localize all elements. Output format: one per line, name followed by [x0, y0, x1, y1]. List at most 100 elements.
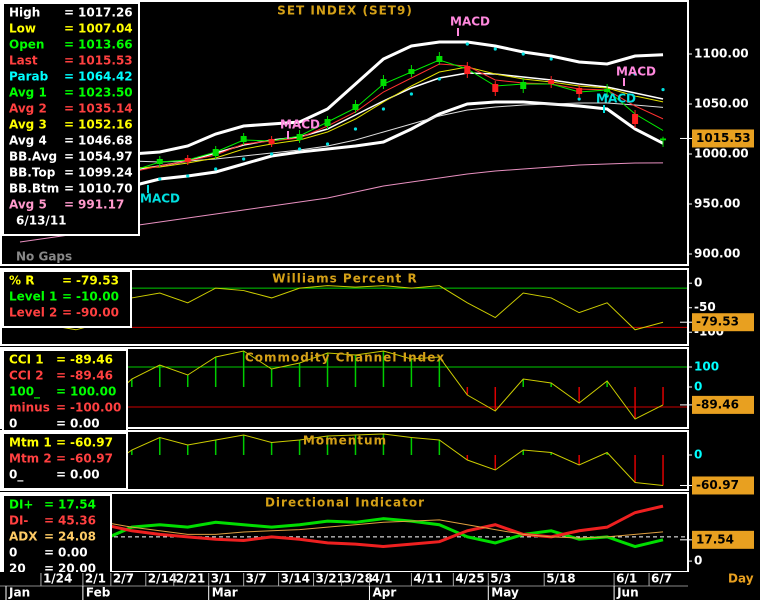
readout-label: BB.Avg [9, 150, 57, 164]
readout-date: 6/13/11 [16, 214, 67, 228]
readout-value: -60.97 [70, 436, 113, 450]
x-tick-label: 3/1 [211, 572, 232, 586]
readout-value: 1064.42 [78, 70, 133, 84]
parabolic-dot [381, 107, 386, 111]
month-label: Apr [372, 586, 396, 600]
month-label: Jan [8, 586, 30, 600]
readout-label: % R [9, 274, 34, 288]
readout-sep: = [62, 274, 72, 288]
y-tick-label: 0 [694, 554, 702, 568]
y-tick-label: -50 [694, 300, 716, 314]
readout-value: 1015.53 [78, 54, 133, 68]
readout-sep: = [64, 54, 74, 68]
readout-label: Avg 3 [9, 118, 47, 132]
readout-label: Avg 4 [9, 134, 47, 148]
x-tick-label: 2/21 [176, 572, 205, 586]
readout-value: 45.36 [58, 514, 96, 528]
x-tick-label: 3/7 [246, 572, 267, 586]
candle-body [296, 134, 303, 140]
readout-sep: = [64, 86, 74, 100]
readout-sep: = [64, 102, 74, 116]
readout-sep: = [64, 118, 74, 132]
readout-value: -100.00 [70, 401, 121, 415]
annotation: MACD [450, 15, 490, 29]
readout-label: CCI 2 [9, 369, 44, 383]
x-tick-label: 5/3 [490, 572, 511, 586]
readout-sep: = [64, 6, 74, 20]
x-tick-label: 1/24 [43, 572, 72, 586]
x-tick-label: 4/25 [455, 572, 484, 586]
readout-label: BB.Btm [9, 182, 59, 196]
readout-label: 0 [9, 417, 17, 431]
last-value: 1015.53 [696, 131, 751, 145]
annotation: MACD [616, 65, 656, 79]
annotation: MACD [140, 192, 180, 206]
y-tick-label: 1100.00 [694, 47, 749, 61]
readout-sep: = [56, 417, 66, 431]
last-value: -89.46 [696, 397, 739, 411]
readout-value: -60.97 [70, 452, 113, 466]
parabolic-dot [465, 42, 469, 46]
readout-sep: = [56, 452, 66, 466]
readout-label: Level 2 [9, 306, 57, 320]
readout-label: Mtm 2 [9, 452, 52, 466]
readout-value: 17.54 [58, 498, 96, 512]
candle-body [240, 136, 247, 142]
readout-sep: = [56, 369, 66, 383]
x-tick-label: 6/7 [651, 572, 672, 586]
readout-label: Last [9, 54, 38, 68]
y-tick-label: 0 [694, 276, 702, 290]
last-value: -79.53 [696, 315, 739, 329]
parabolic-dot [409, 92, 414, 96]
readout-sep: = [56, 385, 66, 399]
readout-label: Parab [9, 70, 49, 84]
readout-sep: = [44, 498, 54, 512]
parabolic-dot [521, 52, 525, 56]
x-tick-label: 2/1 [85, 572, 106, 586]
readout-label: Low [9, 22, 36, 36]
parabolic-dot [214, 167, 218, 171]
readout-value: 1099.24 [78, 166, 133, 180]
x-tick-label: 4/11 [413, 572, 442, 586]
readout-box [2, 349, 128, 439]
annotation: MACD [596, 92, 636, 106]
parabolic-dot [549, 57, 553, 61]
candle-body [184, 158, 191, 162]
x-tick-label: 5/18 [546, 572, 575, 586]
y-tick-label: 900.00 [694, 247, 740, 261]
panel-title: Williams Percent R [272, 272, 417, 286]
parabolic-dot [297, 147, 302, 151]
readout-sep: = [62, 306, 72, 320]
readout-sep: = [44, 562, 54, 576]
x-unit-label: Day [728, 572, 754, 586]
readout-sep: = [64, 70, 74, 84]
readout-sep: = [64, 166, 74, 180]
panel-title: Directional Indicator [265, 496, 425, 510]
panel-frame [0, 0, 689, 266]
x-tick-label: 6/1 [616, 572, 637, 586]
readout-label: High [9, 6, 40, 20]
readout-sep: = [44, 546, 54, 560]
readout-label: Avg 1 [9, 86, 47, 100]
readout-label: minus [9, 401, 50, 415]
x-tick-label: 3/14 [281, 572, 310, 586]
panel-title: Commodity Channel Index [245, 351, 445, 365]
readout-sep: = [62, 290, 72, 304]
readout-value: 0.00 [58, 546, 88, 560]
panel-frame [0, 347, 689, 429]
panel-title: Momentum [303, 434, 387, 448]
readout-label: DI- [9, 514, 28, 528]
readout-label: Mtm 1 [9, 436, 52, 450]
candle-body [548, 80, 555, 84]
x-tick-label: 4/1 [371, 572, 392, 586]
readout-value: -79.53 [76, 274, 119, 288]
parabolic-dot [577, 97, 581, 101]
readout-value: 1017.26 [78, 6, 133, 20]
series-line [19, 504, 664, 549]
x-tick-label: 2/14 [148, 572, 177, 586]
readout-label: 0_ [9, 468, 23, 483]
y-tick-label: 100 [694, 360, 719, 374]
readout-value: -89.46 [70, 369, 113, 383]
parabolic-dot [353, 127, 358, 131]
readout-value: 0.00 [70, 468, 100, 482]
